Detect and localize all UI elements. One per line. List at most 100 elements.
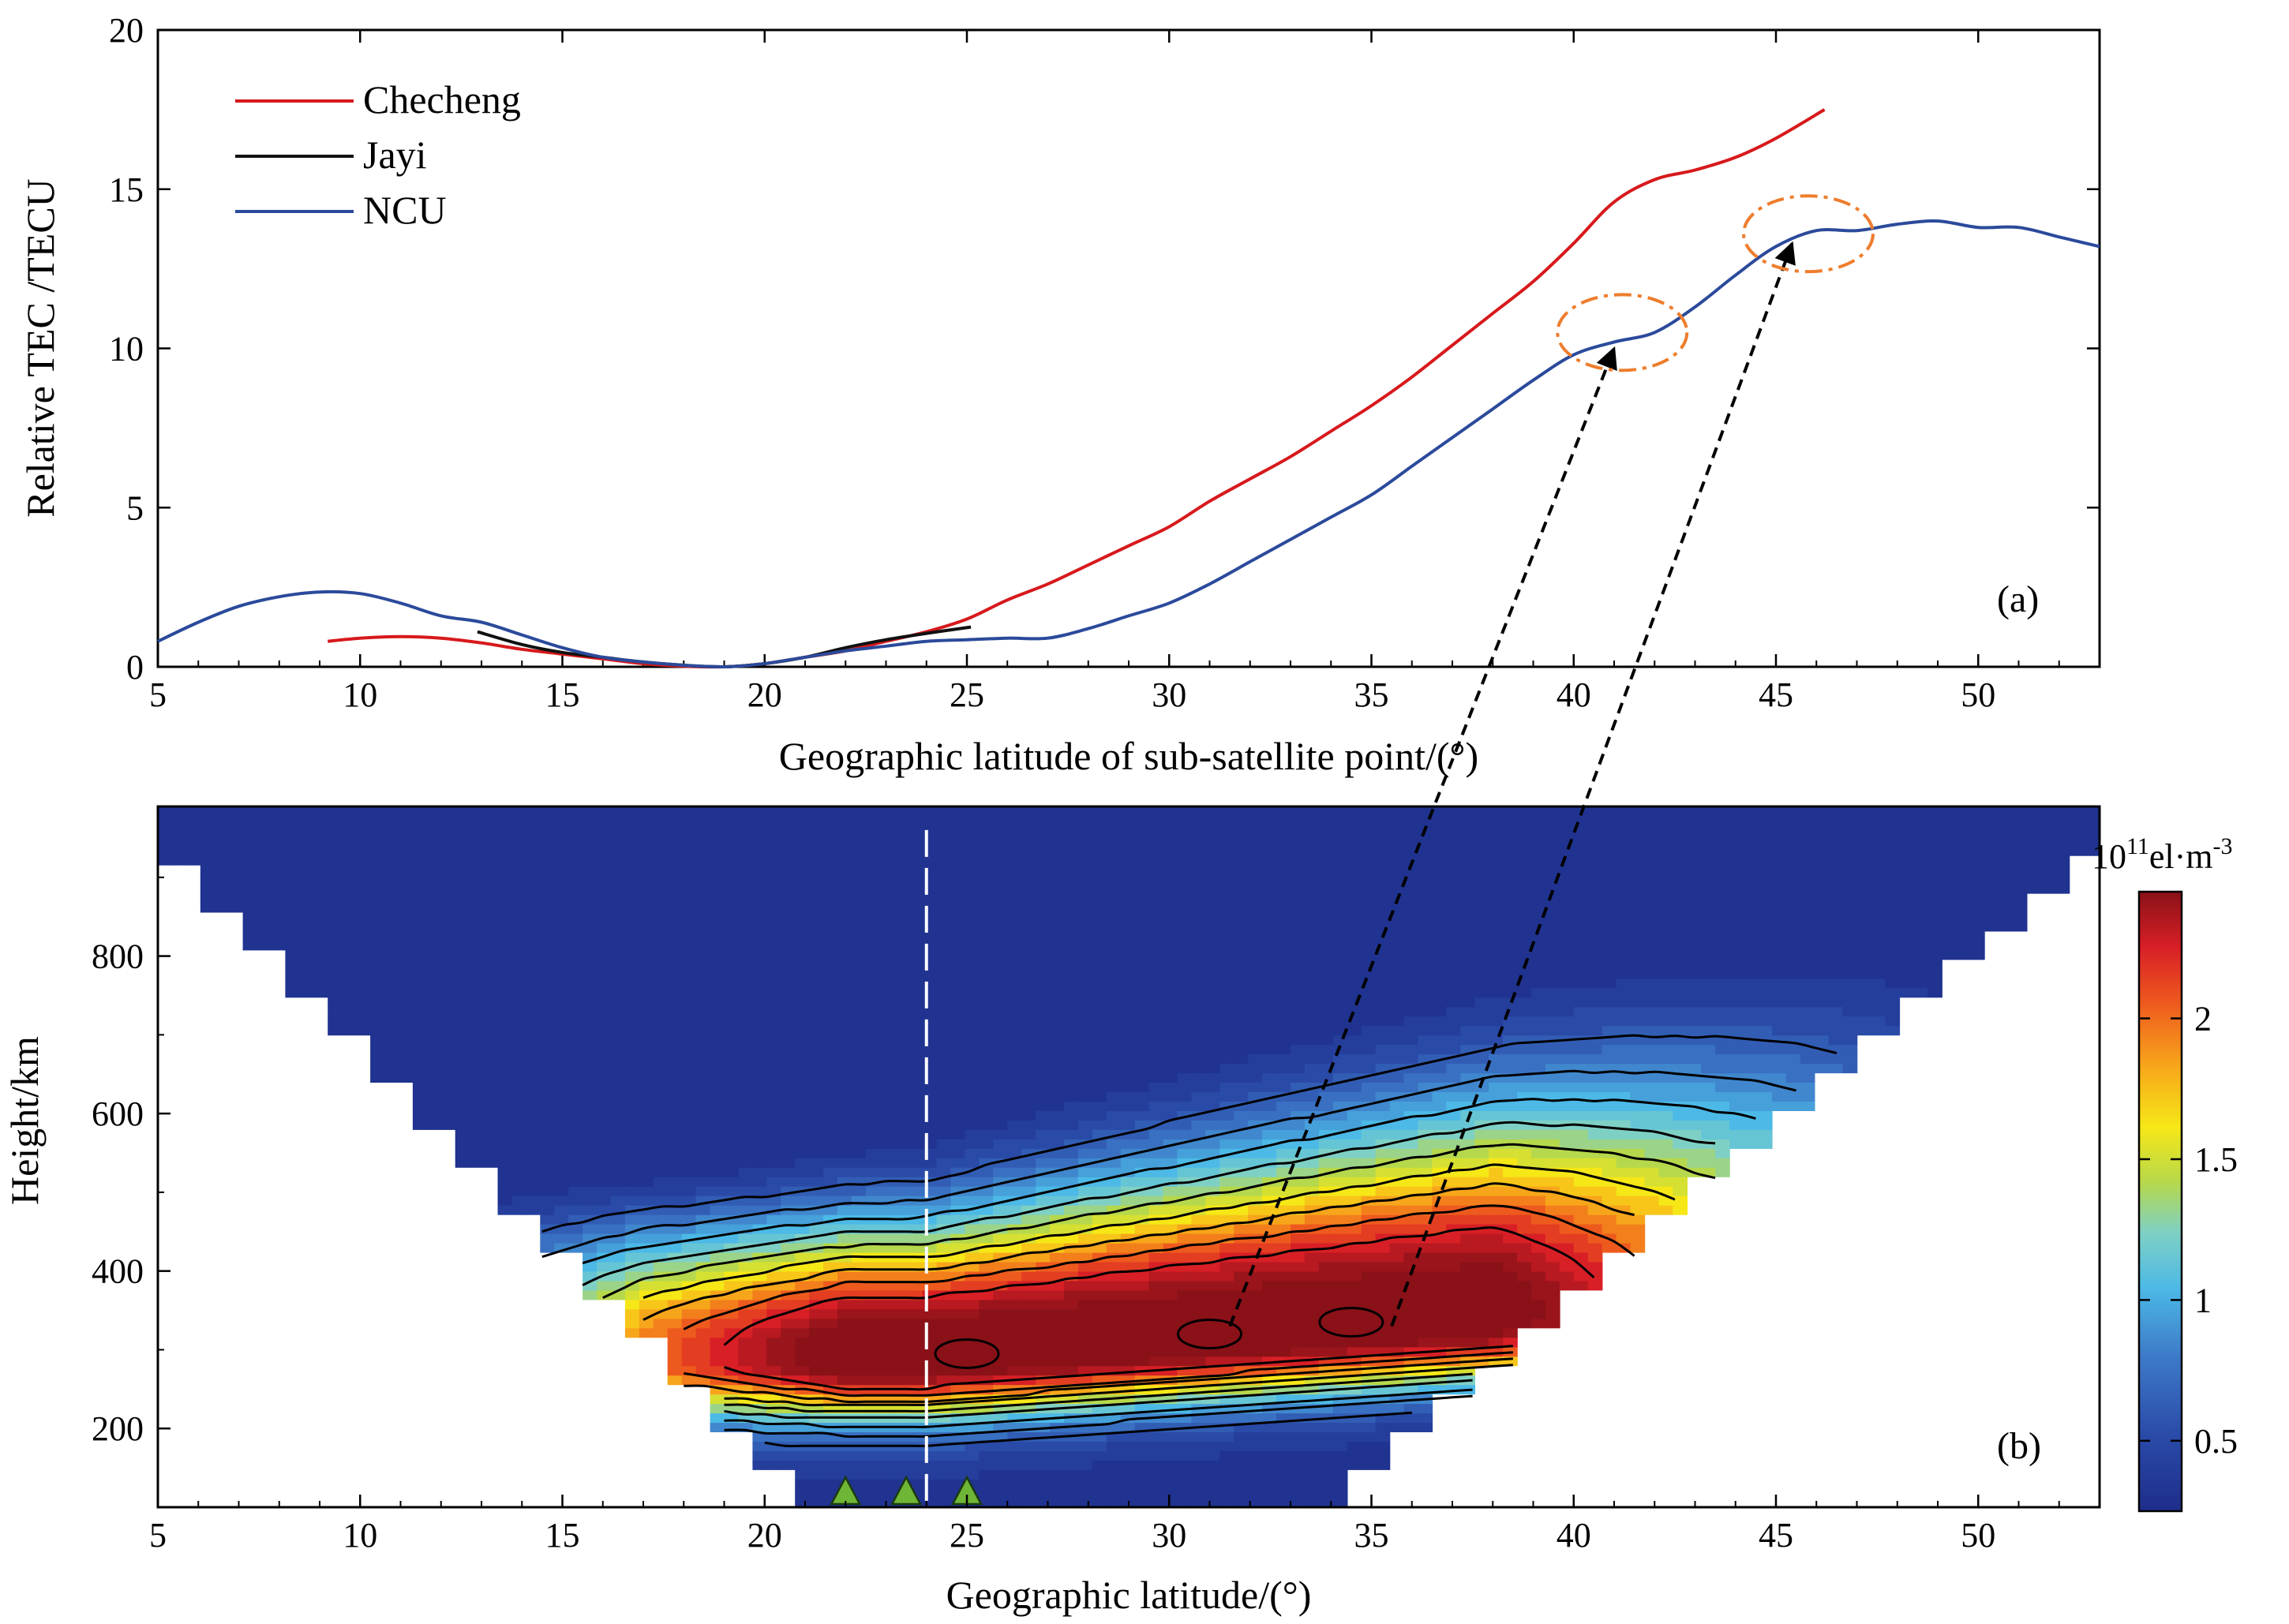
density-cell (766, 1158, 781, 1168)
density-cell (1021, 874, 1036, 885)
density-cell (865, 1233, 881, 1244)
density-cell (1007, 997, 1022, 1008)
density-cell (583, 1223, 598, 1234)
density-cell (1092, 845, 1107, 856)
density-cell (1177, 1035, 1193, 1046)
density-cell (356, 845, 371, 856)
density-cell (965, 836, 980, 847)
density-cell (483, 1025, 499, 1036)
density-cell (1050, 1091, 1065, 1102)
density-cell (766, 818, 781, 828)
density-cell (398, 1016, 414, 1027)
density-cell (1092, 978, 1107, 989)
density-cell (1050, 1356, 1065, 1367)
density-cell (497, 987, 513, 998)
density-cell (993, 826, 1008, 837)
density-cell (1375, 949, 1391, 960)
density-cell (1148, 1270, 1164, 1282)
density-cell (412, 949, 428, 960)
density-cell (540, 1101, 555, 1111)
density-cell (695, 864, 711, 875)
density-cell (257, 892, 272, 904)
density-cell (1163, 1148, 1178, 1158)
density-cell (823, 1469, 838, 1480)
density-cell (426, 921, 442, 932)
density-cell (1177, 1289, 1193, 1300)
density-cell (526, 911, 541, 922)
density-cell (1007, 1167, 1022, 1177)
density-cell (1120, 892, 1136, 904)
density-cell (1248, 1431, 1263, 1442)
density-cell (611, 826, 626, 837)
density-cell (611, 959, 626, 970)
density-cell (908, 1044, 923, 1055)
density-cell (597, 978, 612, 989)
density-cell (597, 855, 612, 866)
density-cell (342, 883, 357, 894)
density-cell (908, 1082, 923, 1092)
density-cell (583, 1185, 598, 1196)
density-cell (1163, 1479, 1178, 1489)
density-cell (1148, 1223, 1164, 1234)
density-cell (1021, 1139, 1036, 1149)
density-cell (1092, 1469, 1107, 1480)
density-cell (695, 1158, 711, 1168)
density-cell (299, 940, 315, 951)
density-cell (1191, 921, 1207, 932)
density-cell (511, 902, 527, 913)
density-cell (568, 1120, 583, 1130)
density-cell (865, 1120, 881, 1130)
density-cell (766, 1356, 781, 1367)
density-cell (511, 978, 527, 989)
density-cell (809, 1176, 824, 1187)
density-cell (1120, 902, 1136, 913)
density-cell (1276, 1101, 1291, 1111)
density-cell (766, 1185, 781, 1196)
density-cell (1318, 1006, 1334, 1017)
density-cell (1291, 892, 1306, 904)
density-cell (440, 1082, 456, 1092)
density-cell (979, 1006, 995, 1017)
density-cell (1248, 1308, 1263, 1319)
density-cell (511, 1185, 527, 1196)
density-cell (271, 940, 287, 951)
density-cell (285, 874, 301, 885)
density-cell (1262, 968, 1277, 979)
density-cell (1077, 1148, 1093, 1158)
density-cell (993, 1365, 1008, 1376)
density-cell (738, 1204, 754, 1215)
density-cell (908, 1450, 923, 1461)
density-cell (639, 1006, 654, 1017)
density-cell (795, 1129, 810, 1139)
density-cell (710, 1223, 725, 1234)
density-cell (724, 940, 740, 951)
density-cell (1148, 1431, 1164, 1442)
density-cell (922, 1101, 938, 1111)
density-cell (1120, 1110, 1136, 1121)
density-cell (879, 1006, 895, 1017)
density-cell (1064, 1053, 1079, 1065)
density-cell (611, 1120, 626, 1130)
density-cell (781, 883, 796, 894)
density-cell (1318, 1101, 1334, 1111)
density-cell (639, 1120, 654, 1130)
density-cell (837, 940, 852, 951)
density-cell (1106, 940, 1122, 951)
density-cell (1318, 1120, 1334, 1130)
density-cell (526, 883, 541, 894)
density-cell (328, 911, 343, 922)
density-cell (1332, 1346, 1348, 1357)
density-cell (922, 1327, 938, 1338)
density-cell (1148, 1356, 1164, 1367)
density-cell (1262, 921, 1277, 932)
density-cell (950, 1025, 966, 1036)
density-cell (1276, 808, 1291, 818)
density-cell (752, 864, 768, 875)
density-cell (695, 1063, 711, 1074)
density-cell (1248, 1053, 1263, 1065)
density-cell (809, 1223, 824, 1234)
density-cell (1077, 1431, 1093, 1442)
density-cell (993, 1233, 1008, 1244)
density-cell (1036, 1129, 1051, 1139)
density-cell (624, 930, 640, 941)
